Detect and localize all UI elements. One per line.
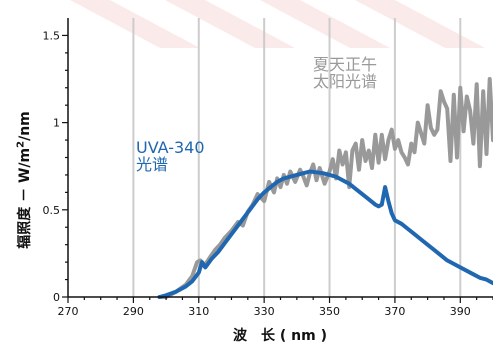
uva-annotation: UVA-340 光谱 (136, 139, 205, 173)
sunlight-annotation-line-1: 夏天正午 (313, 56, 377, 73)
x-tick-label: 290 (123, 305, 144, 318)
x-axis-label: 波 长 ( nm ) (233, 325, 327, 345)
x-tick-label: 310 (188, 305, 209, 318)
sunlight-annotation-line-2: 太阳光谱 (313, 73, 377, 90)
y-axis-label: 辐照度 － W/m2/nm (14, 111, 34, 249)
chart-background (70, 0, 485, 48)
x-tick-label: 390 (450, 305, 471, 318)
x-tick-label: 350 (319, 305, 340, 318)
chart-axes: 0 0.5 1 1.5 270 290 310 330 350 370 390 (43, 18, 493, 318)
y-tick-label: 1.5 (43, 29, 61, 42)
x-tick-label: 270 (58, 305, 79, 318)
y-axis-label-prefix: 辐照度 － W/m (17, 148, 33, 249)
chart-series (160, 79, 493, 297)
y-axis-label-suffix: /nm (17, 111, 33, 141)
y-axis-label-sup: 2 (15, 141, 26, 148)
y-tick-label: 1 (53, 117, 60, 130)
series-line-uva340 (160, 172, 493, 298)
uva-annotation-line-1: UVA-340 (136, 139, 205, 156)
x-tick-label: 330 (254, 305, 275, 318)
x-tick-label: 370 (384, 305, 405, 318)
sunlight-annotation: 夏天正午 太阳光谱 (313, 56, 377, 90)
y-tick-label: 0.5 (43, 204, 61, 217)
uva-annotation-line-2: 光谱 (136, 156, 205, 173)
y-tick-label: 0 (53, 291, 60, 304)
